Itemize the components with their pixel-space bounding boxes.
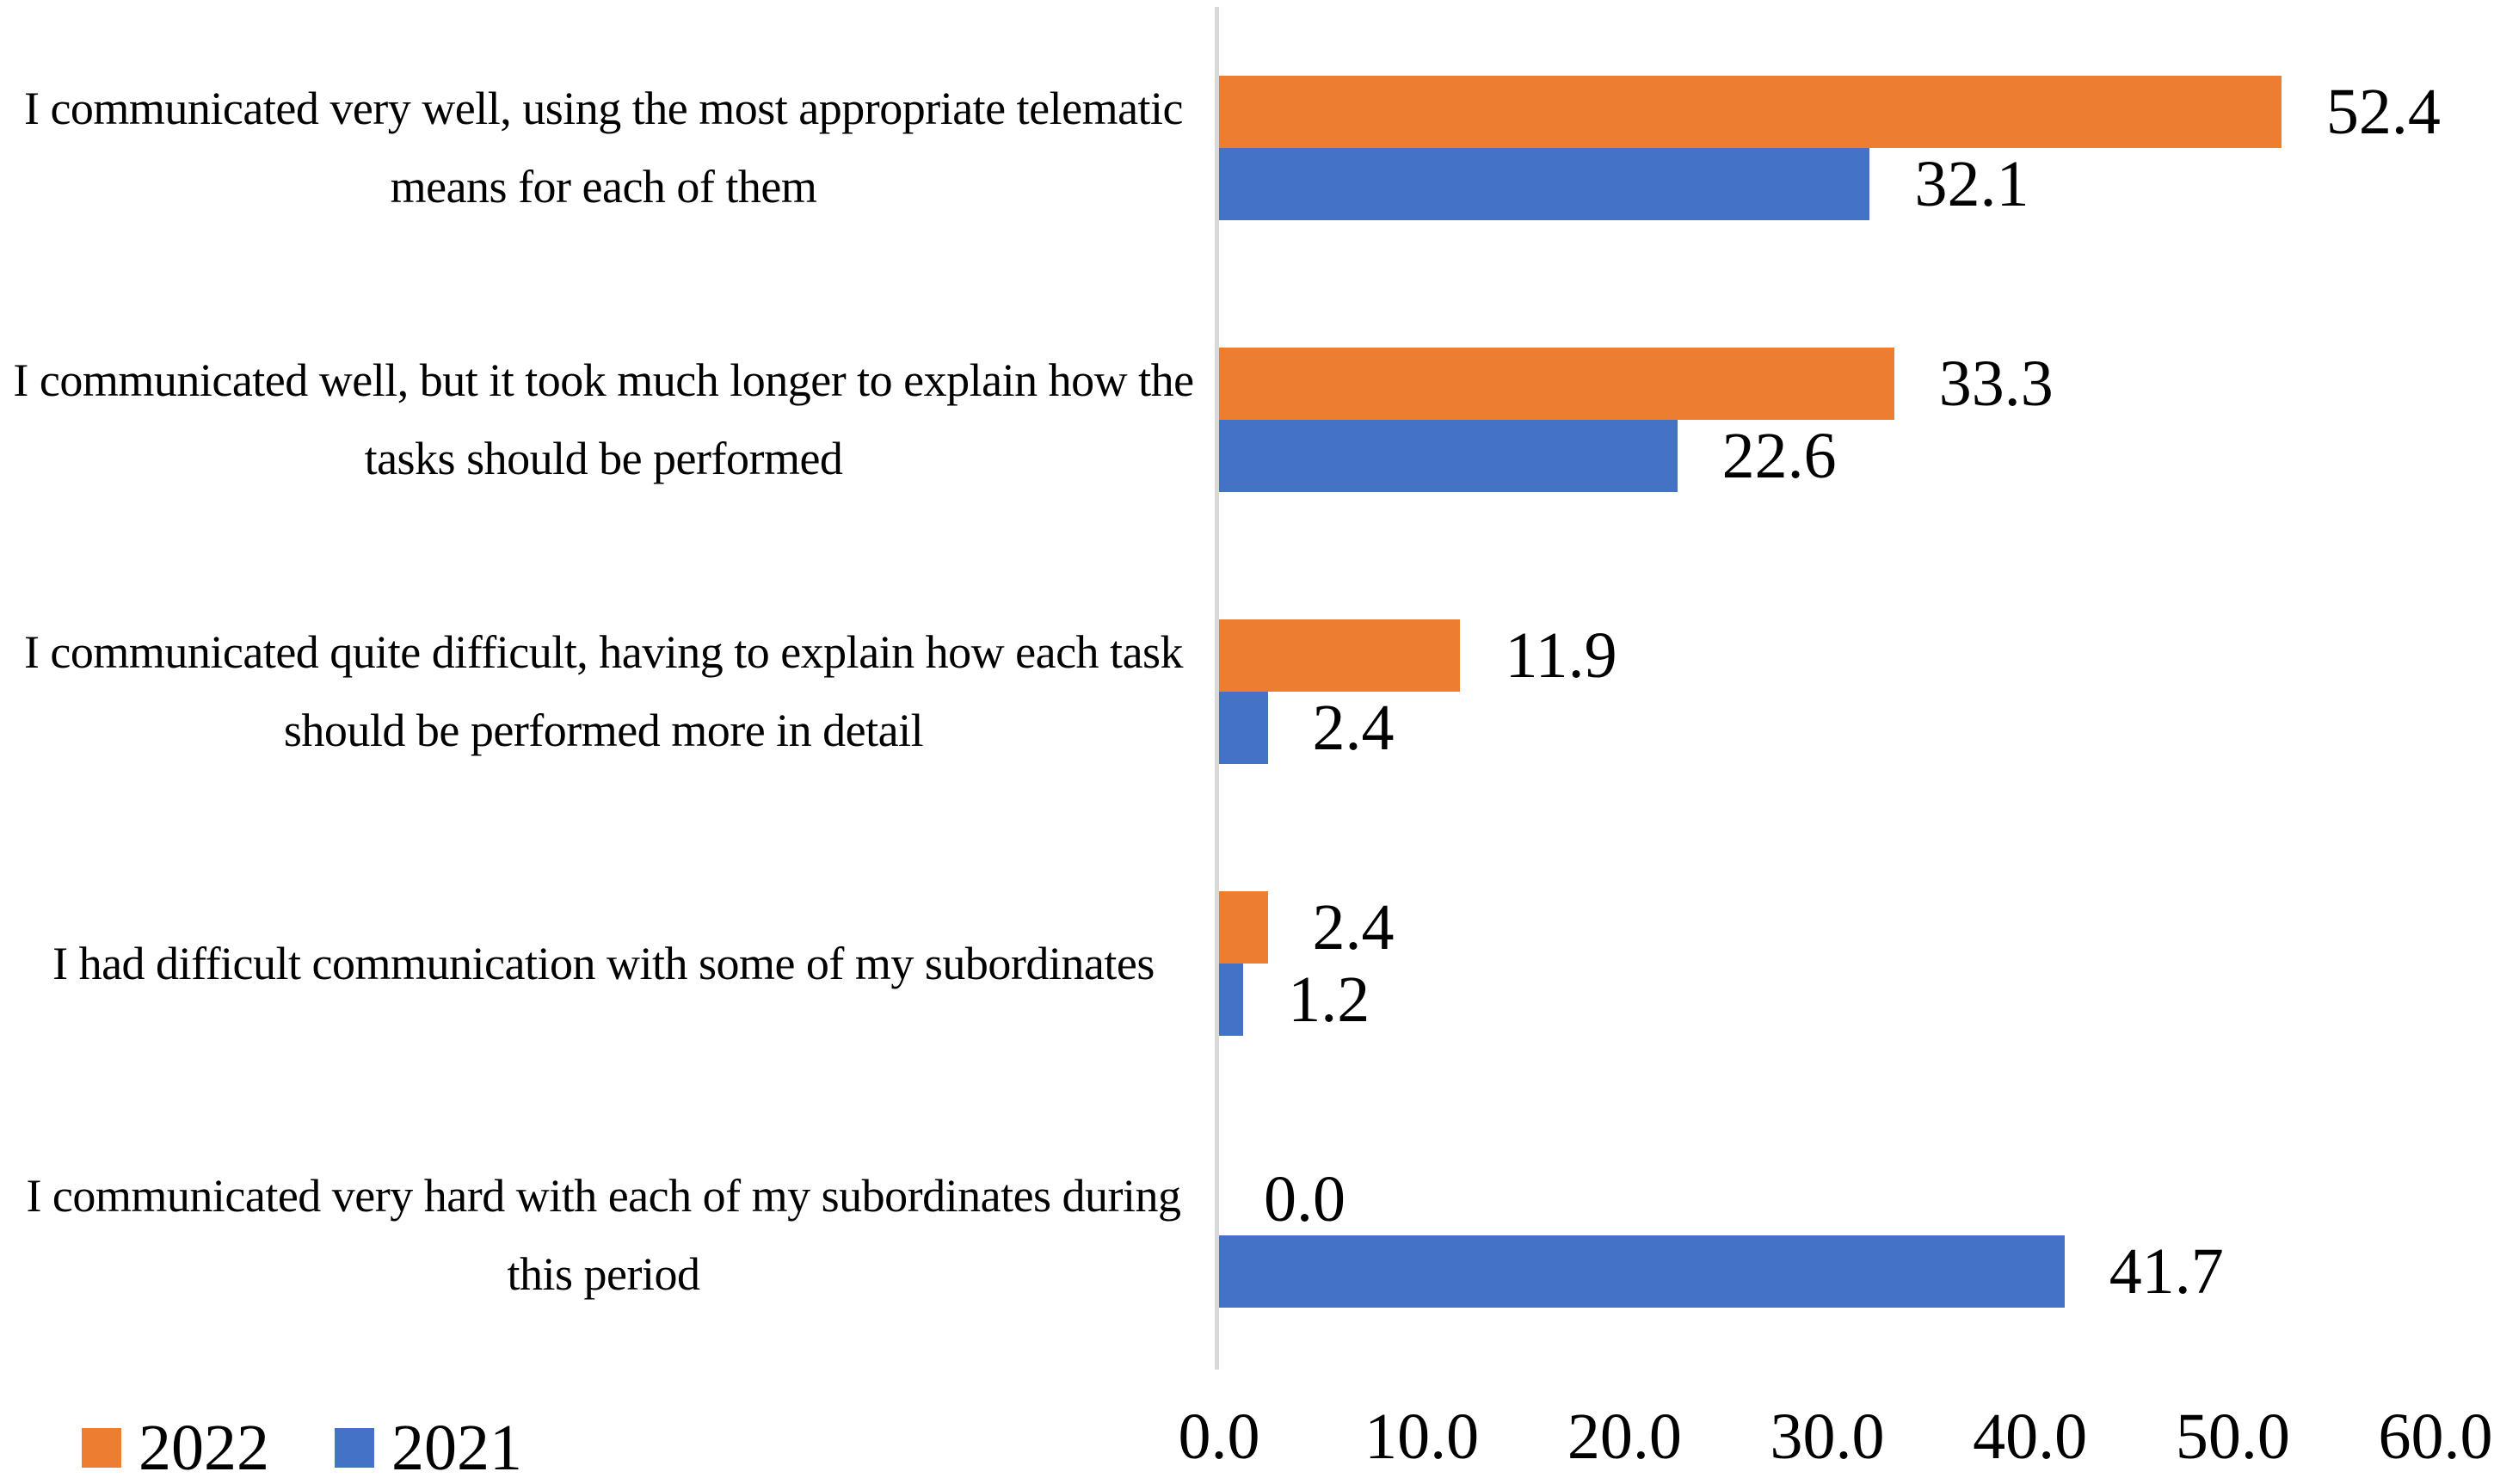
- legend: 2022 2021: [82, 1415, 522, 1481]
- value-label-2022: 11.9: [1505, 619, 1617, 692]
- category-row: I communicated quite difficult, having t…: [0, 556, 2494, 828]
- category-label: I communicated very hard with each of my…: [26, 1170, 1181, 1300]
- x-tick-label: 50.0: [2175, 1401, 2290, 1473]
- category-label: I had difficult communication with some …: [52, 937, 1155, 989]
- bar-2022: [1219, 76, 2282, 148]
- legend-label: 2021: [391, 1412, 522, 1484]
- legend-item-2022: 2022: [82, 1415, 269, 1481]
- value-label-2022: 2.4: [1312, 891, 1395, 964]
- bar-group: 33.3 22.6: [1219, 284, 2494, 556]
- y-axis-line: [1215, 7, 1219, 1370]
- value-label-2022: 52.4: [2325, 76, 2441, 148]
- value-label-2021: 22.6: [1721, 420, 1837, 492]
- legend-swatch: [335, 1428, 374, 1468]
- bar-2022: [1219, 891, 1268, 964]
- category-label: I communicated well, but it took much lo…: [13, 354, 1194, 484]
- legend-swatch: [82, 1428, 121, 1468]
- value-label-2021: 2.4: [1312, 692, 1395, 764]
- category-row: I communicated very hard with each of my…: [0, 1099, 2494, 1371]
- category-row: I communicated very well, using the most…: [0, 12, 2494, 284]
- category-row: I had difficult communication with some …: [0, 828, 2494, 1099]
- bar-group: 0.0 41.7: [1219, 1099, 2494, 1371]
- bar-2022: [1219, 619, 1461, 692]
- legend-label: 2022: [139, 1412, 269, 1484]
- bar-2021: [1219, 420, 1678, 492]
- x-tick-label: 20.0: [1567, 1401, 1682, 1473]
- category-label: I communicated quite difficult, having t…: [23, 626, 1184, 756]
- x-axis: 0.0 10.0 20.0 30.0 40.0 50.0 60.0: [0, 1404, 2494, 1477]
- legend-item-2021: 2021: [335, 1415, 522, 1481]
- bar-2021: [1219, 1235, 2065, 1308]
- bar-group: 11.9 2.4: [1219, 556, 2494, 828]
- value-label-2022: 33.3: [1938, 348, 2054, 420]
- x-tick-label: 30.0: [1770, 1401, 1885, 1473]
- x-tick-label: 0.0: [1178, 1401, 1260, 1473]
- x-tick-label: 10.0: [1364, 1401, 1480, 1473]
- value-label-2022: 0.0: [1264, 1163, 1346, 1235]
- x-tick-label: 40.0: [1973, 1401, 2088, 1473]
- plot-area: I communicated very well, using the most…: [0, 12, 2494, 1371]
- value-label-2021: 1.2: [1288, 964, 1370, 1036]
- bar-group: 52.4 32.1: [1219, 12, 2494, 284]
- category-label: I communicated very well, using the most…: [23, 83, 1184, 212]
- x-tick-label: 60.0: [2378, 1401, 2493, 1473]
- bar-2021: [1219, 964, 1244, 1036]
- bar-2022: [1219, 348, 1894, 420]
- bar-2021: [1219, 148, 1870, 220]
- value-label-2021: 41.7: [2109, 1235, 2224, 1308]
- value-label-2021: 32.1: [1914, 148, 2029, 220]
- bar-group: 2.4 1.2: [1219, 828, 2494, 1099]
- bar-2021: [1219, 692, 1268, 764]
- category-row: I communicated well, but it took much lo…: [0, 284, 2494, 556]
